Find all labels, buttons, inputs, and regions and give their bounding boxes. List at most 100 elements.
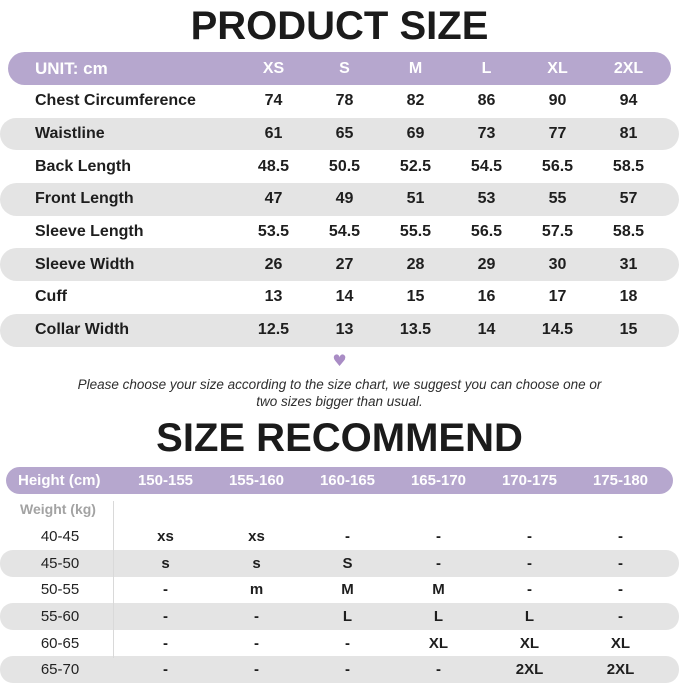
cell-value: 65 [335, 125, 354, 143]
size-recommend-title: SIZE RECOMMEND [156, 415, 523, 460]
cell-value: 55.5 [399, 223, 432, 241]
cell-value: 2XL [515, 661, 544, 679]
row-label: Collar Width [35, 321, 130, 339]
size-recommend-table-header: Height (cm) 150-155 155-160 160-165 165-170… [6, 466, 673, 494]
cell-value: 82 [406, 92, 425, 110]
height-range-column-header: 165-170 [410, 471, 467, 489]
cell-value: - [345, 528, 350, 546]
cell-value: M [432, 581, 445, 599]
row-label: Chest Circumference [35, 92, 196, 110]
cell-value: 12.5 [257, 321, 290, 339]
table-row: Chest Circumference 74 78 82 86 90 94 [0, 85, 679, 118]
cell-value: 73 [477, 125, 496, 143]
size-note: Please choose your size according to the… [77, 376, 602, 409]
height-range-column-header: 175-180 [592, 471, 649, 489]
cell-value: - [618, 581, 623, 599]
cell-value: 13 [264, 288, 283, 306]
cell-value: L [342, 608, 353, 626]
cell-value: 17 [548, 288, 567, 306]
cell-value: 58.5 [612, 223, 645, 241]
weight-column-divider [113, 500, 114, 658]
cell-value: xs [157, 528, 174, 546]
weight-label: Weight (kg) [20, 500, 96, 517]
table-row: Cuff 13 14 15 16 17 18 [0, 281, 679, 314]
cell-value: - [345, 634, 350, 652]
cell-value: 81 [619, 125, 638, 143]
table-row: Sleeve Width 26 27 28 29 30 31 [0, 248, 679, 282]
cell-value: 50.5 [328, 157, 361, 175]
cell-value: 90 [548, 92, 567, 110]
table-row: Collar Width 12.5 13 13.5 14 14.5 15 [0, 313, 679, 347]
cell-value: 15 [406, 288, 425, 306]
table-row: 50-55 - m M M - - [0, 577, 679, 604]
row-label: 45-50 [40, 554, 80, 572]
cell-value: M [341, 581, 354, 599]
cell-value: 48.5 [257, 157, 290, 175]
cell-value: 29 [477, 255, 496, 273]
row-label: 50-55 [40, 581, 80, 599]
size-recommend-rows: 40-45 xs xs - - - -45-50 s s S - - -50-55- m M M - -55-60… [0, 524, 679, 684]
size-column-header: M [408, 59, 423, 77]
cell-value: 56.5 [541, 157, 574, 175]
cell-value: - [618, 554, 623, 572]
cell-value: 54.5 [470, 157, 503, 175]
cell-value: 57 [619, 190, 638, 208]
cell-value: m [249, 581, 264, 599]
cell-value: - [254, 661, 259, 679]
cell-value: - [618, 528, 623, 546]
cell-value: 31 [619, 255, 638, 273]
cell-value: 52.5 [399, 157, 432, 175]
height-range-column-header: 150-155 [137, 471, 194, 489]
cell-value: 28 [406, 255, 425, 273]
size-column-header: XL [547, 59, 568, 77]
cell-value: - [436, 661, 441, 679]
height-range-column-header: 155-160 [228, 471, 285, 489]
row-label: Front Length [35, 190, 134, 208]
cell-value: 27 [335, 255, 354, 273]
cell-value: 74 [264, 92, 283, 110]
note-divider: ♥ [0, 347, 679, 373]
cell-value: - [163, 581, 168, 599]
cell-value: - [163, 608, 168, 626]
cell-value: 2XL [606, 661, 635, 679]
cell-value: 86 [477, 92, 496, 110]
row-label: 65-70 [40, 661, 80, 679]
cell-value: 55 [548, 190, 567, 208]
cell-value: XL [610, 634, 631, 652]
size-column-header: L [481, 59, 492, 77]
row-label: 40-45 [40, 528, 80, 546]
cell-value: L [433, 608, 444, 626]
cell-value: xs [248, 528, 265, 546]
size-column-header: 2XL [613, 59, 644, 77]
row-label: Waistline [35, 125, 105, 143]
heart-icon: ♥ [332, 350, 347, 370]
cell-value: - [254, 608, 259, 626]
cell-value: - [527, 528, 532, 546]
cell-value: s [161, 554, 170, 572]
height-range-column-header: 170-175 [501, 471, 558, 489]
size-column-header: XS [262, 59, 285, 77]
cell-value: 77 [548, 125, 567, 143]
product-size-title: PRODUCT SIZE [190, 4, 489, 48]
cell-value: 47 [264, 190, 283, 208]
cell-value: 15 [619, 321, 638, 339]
cell-value: s [252, 554, 261, 572]
row-label: Sleeve Width [35, 255, 135, 273]
table-row: 40-45 xs xs - - - - [0, 524, 679, 551]
cell-value: - [436, 528, 441, 546]
cell-value: 69 [406, 125, 425, 143]
weight-row: Weight (kg) [0, 494, 679, 524]
cell-value: - [254, 634, 259, 652]
cell-value: - [527, 554, 532, 572]
unit-label: UNIT: cm [35, 58, 108, 78]
cell-value: 13 [335, 321, 354, 339]
cell-value: - [163, 634, 168, 652]
table-row: 65-70 - - - - 2XL 2XL [0, 656, 679, 684]
cell-value: 61 [264, 125, 283, 143]
cell-value: 54.5 [328, 223, 361, 241]
cell-value: 18 [619, 288, 638, 306]
cell-value: - [436, 554, 441, 572]
cell-value: 56.5 [470, 223, 503, 241]
row-label: 60-65 [40, 634, 80, 652]
